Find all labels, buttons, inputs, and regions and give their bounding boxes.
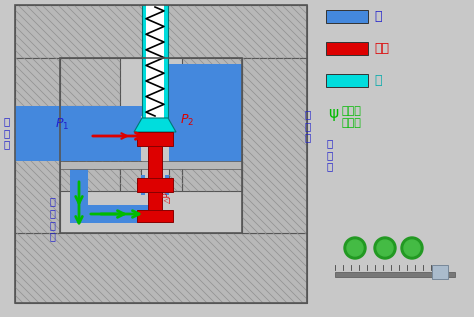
Bar xyxy=(146,5,164,118)
Bar xyxy=(326,74,368,87)
Bar xyxy=(169,106,192,161)
Circle shape xyxy=(347,240,363,256)
Bar xyxy=(192,64,242,167)
Bar xyxy=(169,161,182,191)
Circle shape xyxy=(377,240,393,256)
Bar xyxy=(137,210,173,222)
Bar xyxy=(60,58,120,106)
Text: 液体流
动方向: 液体流 动方向 xyxy=(342,106,362,128)
Circle shape xyxy=(401,237,423,259)
Bar xyxy=(141,106,169,116)
Bar xyxy=(15,5,307,58)
Text: 控
制
油
路: 控 制 油 路 xyxy=(49,197,55,242)
Circle shape xyxy=(404,240,420,256)
Bar xyxy=(182,161,242,191)
Polygon shape xyxy=(134,118,176,132)
Text: $P_2$: $P_2$ xyxy=(180,113,194,127)
Bar xyxy=(326,10,368,23)
Bar xyxy=(149,169,161,223)
Text: 活塞: 活塞 xyxy=(374,42,389,55)
Text: 出
油
口: 出 油 口 xyxy=(305,109,311,143)
Bar xyxy=(165,175,169,195)
Bar xyxy=(137,178,173,192)
Text: 出
油
口: 出 油 口 xyxy=(327,139,333,171)
Bar xyxy=(70,169,88,223)
Bar xyxy=(120,161,141,191)
Bar xyxy=(148,146,162,196)
Circle shape xyxy=(344,237,366,259)
Bar xyxy=(335,272,455,277)
Bar xyxy=(242,58,307,233)
Bar xyxy=(120,106,141,161)
Bar xyxy=(137,132,173,146)
Bar xyxy=(70,205,160,223)
Text: 油: 油 xyxy=(374,10,382,23)
Bar xyxy=(15,233,307,303)
Text: $P_1$: $P_1$ xyxy=(55,116,69,132)
Text: △P: △P xyxy=(163,191,172,203)
Text: ψ: ψ xyxy=(328,106,338,121)
Bar xyxy=(169,64,242,164)
Circle shape xyxy=(374,237,396,259)
Bar xyxy=(60,58,242,233)
Bar xyxy=(182,58,242,106)
Bar xyxy=(141,175,145,195)
Bar xyxy=(326,42,368,55)
Bar xyxy=(15,106,120,161)
Bar xyxy=(142,5,168,118)
Text: 阀: 阀 xyxy=(374,74,382,87)
Bar xyxy=(432,265,448,279)
Bar xyxy=(15,5,307,303)
Text: 进
油
口: 进 油 口 xyxy=(4,116,10,150)
Bar xyxy=(60,161,120,191)
Bar xyxy=(148,192,162,210)
Bar xyxy=(15,58,60,233)
Bar xyxy=(60,161,242,169)
